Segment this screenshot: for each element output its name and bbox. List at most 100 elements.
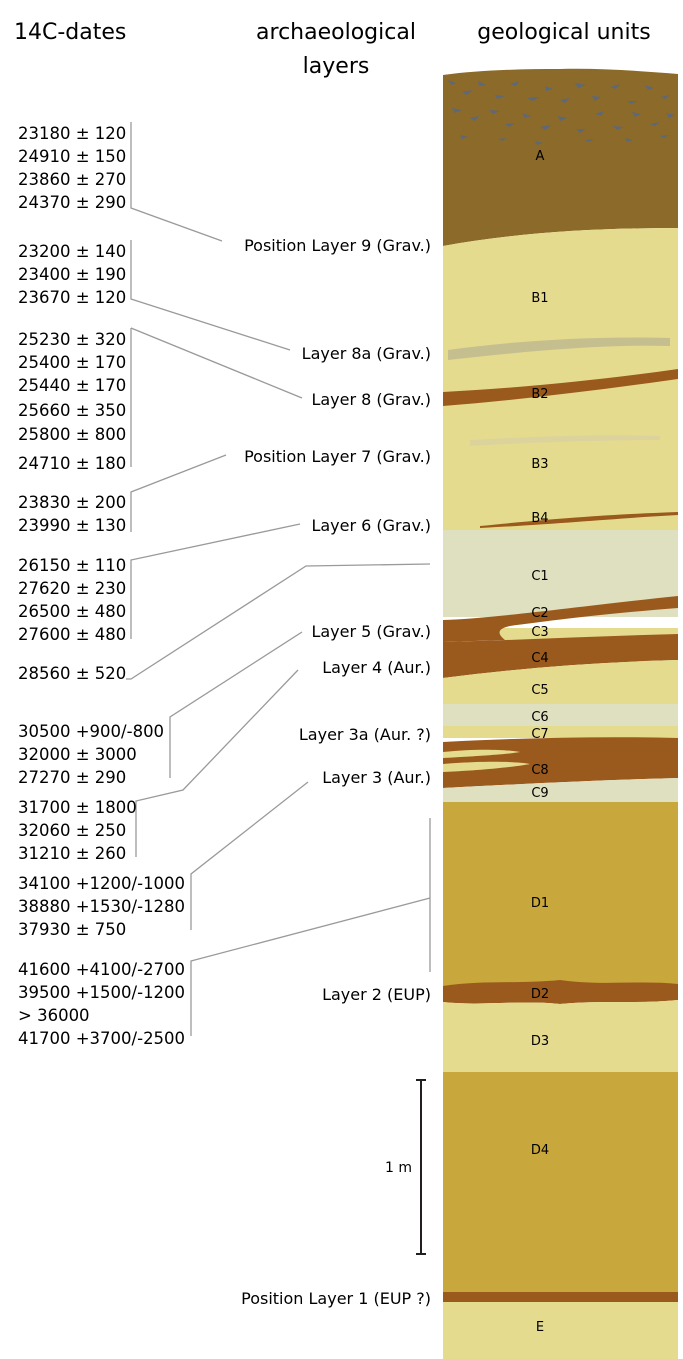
date-label: 31700 ± 1800: [18, 798, 137, 817]
layer-label-7: Position Layer 7 (Grav.): [244, 447, 431, 466]
unit-B1-band: [443, 228, 678, 530]
unit-E-rust-band: [443, 1292, 678, 1302]
unit-C3-rust: [443, 624, 510, 642]
unit-label: C8: [531, 763, 548, 778]
scale-bar-label: 1 m: [385, 1160, 412, 1176]
date-label: 31210 ± 260: [18, 844, 126, 863]
layer-label-1: Position Layer 1 (EUP ?): [241, 1289, 431, 1308]
unit-label: D3: [531, 1034, 549, 1049]
unit-B1-texture: [448, 337, 670, 360]
unit-label: C7: [531, 727, 548, 742]
unit-D4-band: [443, 1072, 678, 1292]
date-label: 25800 ± 800: [18, 425, 126, 444]
date-label: 23670 ± 120: [18, 288, 126, 307]
connector-group-9: [190, 781, 309, 930]
date-label: 41600 +4100/-2700: [18, 960, 185, 979]
date-label: 37930 ± 750: [18, 920, 126, 939]
date-label: 38880 +1530/-1280: [18, 897, 185, 916]
geological-column: [443, 68, 678, 1359]
layer-label-2: Layer 2 (EUP): [322, 985, 431, 1004]
date-label: 34100 +1200/-1000: [18, 874, 185, 893]
header-archaeological-layers: archaeological: [256, 20, 416, 45]
unit-D2-band: [443, 980, 678, 1004]
connector-group-5: [130, 523, 301, 639]
unit-label: D1: [531, 896, 549, 911]
date-label: 39500 +1500/-1200: [18, 983, 185, 1002]
layer-label-3: Layer 3 (Aur.): [322, 768, 431, 787]
unit-label: A: [536, 149, 545, 164]
connector-group-6: [126, 563, 431, 680]
date-label: 32000 ± 3000: [18, 745, 137, 764]
unit-B3-texture: [470, 435, 660, 446]
unit-A-texture: [447, 80, 675, 145]
date-label: 32060 ± 250: [18, 821, 126, 840]
date-label: 23400 ± 190: [18, 265, 126, 284]
date-label: 24910 ± 150: [18, 147, 126, 166]
connector-group-1: [130, 122, 223, 242]
date-label: 27270 ± 290: [18, 768, 126, 787]
connector-group-4: [130, 454, 227, 532]
unit-label: C4: [531, 651, 548, 666]
unit-D3-band: [443, 1000, 678, 1072]
date-label: > 36000: [18, 1006, 90, 1025]
date-label: 41700 +3700/-2500: [18, 1029, 185, 1048]
date-label: 28560 ± 520: [18, 664, 126, 683]
date-label: 23990 ± 130: [18, 516, 126, 535]
unit-label: C6: [531, 710, 548, 725]
unit-label: C2: [531, 606, 548, 621]
connector-group-10: [190, 897, 431, 1036]
layer-label-5: Layer 5 (Grav.): [311, 622, 431, 641]
layer-label-4: Layer 4 (Aur.): [322, 658, 431, 677]
date-label: 30500 +900/-800: [18, 722, 164, 741]
scale-bar: [416, 1079, 426, 1255]
layer-label-3a: Layer 3a (Aur. ?): [299, 725, 431, 744]
archaeological-layer-labels: Position Layer 9 (Grav.) Layer 8a (Grav.…: [241, 236, 431, 1308]
connector-group-3-link: [130, 327, 303, 399]
date-label: 24370 ± 290: [18, 193, 126, 212]
date-label: 23180 ± 120: [18, 124, 126, 143]
unit-label: C3: [531, 625, 548, 640]
unit-label: C9: [531, 786, 548, 801]
unit-B2-band: [443, 369, 678, 406]
unit-C9-band: [443, 778, 678, 802]
date-label: 23860 ± 270: [18, 170, 126, 189]
date-label: 26500 ± 480: [18, 602, 126, 621]
unit-label: B2: [531, 387, 548, 402]
header-14c-dates: 14C-dates: [14, 20, 126, 45]
date-label: 27600 ± 480: [18, 625, 126, 644]
date-label: 25230 ± 320: [18, 330, 126, 349]
layer-label-6: Layer 6 (Grav.): [311, 516, 431, 535]
connector-group-2: [130, 240, 291, 351]
layer-label-8: Layer 8 (Grav.): [311, 390, 431, 409]
date-label: 24710 ± 180: [18, 454, 126, 473]
date-label: 25440 ± 170: [18, 376, 126, 395]
date-labels: 23180 ± 120 24910 ± 150 23860 ± 270 2437…: [18, 124, 185, 1048]
unit-C8-texture: [443, 749, 530, 772]
unit-label: D2: [531, 987, 549, 1002]
layer-label-8a: Layer 8a (Grav.): [302, 344, 431, 363]
unit-A-band: [443, 68, 678, 246]
unit-label: C1: [531, 569, 548, 584]
unit-label: B4: [531, 511, 548, 526]
date-label: 23830 ± 200: [18, 493, 126, 512]
connector-group-7: [169, 631, 303, 778]
header-archaeological-layers-line2: layers: [303, 54, 370, 79]
unit-C5-band: [443, 660, 678, 704]
unit-label: E: [536, 1320, 544, 1335]
unit-E-band: [443, 1302, 678, 1359]
unit-C2-band: [443, 596, 678, 628]
unit-C7-band: [443, 726, 678, 738]
unit-labels: A B1 B2 B3 B4 C1 C2 C3 C4 C5 C6 C7 C8 C9…: [531, 149, 549, 1335]
date-label: 25660 ± 350: [18, 401, 126, 420]
date-label: 23200 ± 140: [18, 242, 126, 261]
unit-B4-band: [480, 512, 678, 528]
connector-lines: [126, 122, 431, 1036]
unit-label: D4: [531, 1143, 549, 1158]
date-label: 27620 ± 230: [18, 579, 126, 598]
header-geological-units: geological units: [477, 20, 650, 45]
layer-label-9: Position Layer 9 (Grav.): [244, 236, 431, 255]
unit-label: C5: [531, 683, 548, 698]
date-label: 25400 ± 170: [18, 353, 126, 372]
unit-label: B1: [531, 291, 548, 306]
